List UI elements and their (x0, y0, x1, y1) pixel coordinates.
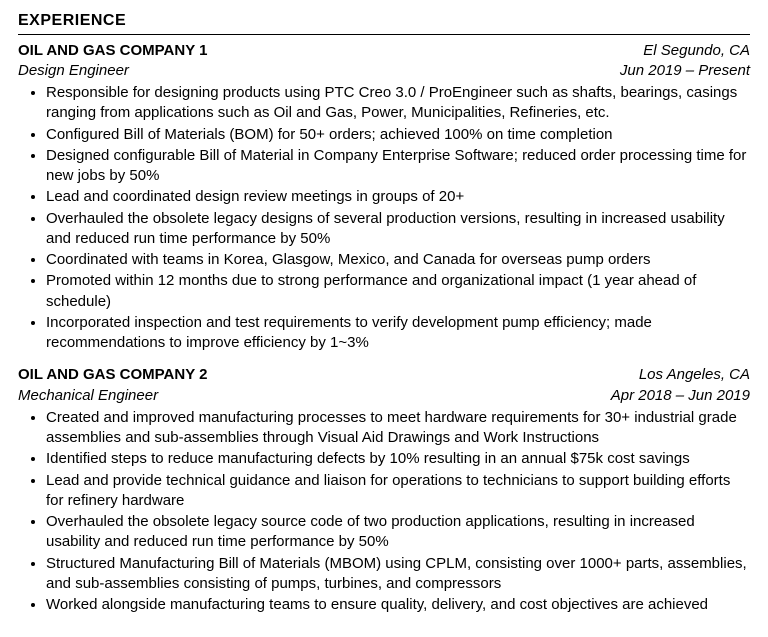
company-name: OIL AND GAS COMPANY 2 (18, 365, 207, 385)
job-header-row: OIL AND GAS COMPANY 1 El Segundo, CA (18, 41, 750, 61)
bullet-item: Identified steps to reduce manufacturing… (46, 449, 750, 469)
job-dates: Apr 2018 – Jun 2019 (611, 386, 750, 406)
job-subheader-row: Design Engineer Jun 2019 – Present (18, 61, 750, 81)
bullet-item: Incorporated inspection and test require… (46, 313, 750, 354)
bullet-item: Coordinated with teams in Korea, Glasgow… (46, 250, 750, 270)
bullet-item: Overhauled the obsolete legacy source co… (46, 512, 750, 553)
job-header-row: OIL AND GAS COMPANY 2 Los Angeles, CA (18, 365, 750, 385)
bullet-item: Responsible for designing products using… (46, 83, 750, 124)
bullet-list: Created and improved manufacturing proce… (46, 408, 750, 616)
job-block: OIL AND GAS COMPANY 1 El Segundo, CA Des… (18, 41, 750, 354)
bullet-list: Responsible for designing products using… (46, 83, 750, 353)
bullet-item: Worked alongside manufacturing teams to … (46, 595, 750, 615)
job-block: OIL AND GAS COMPANY 2 Los Angeles, CA Me… (18, 365, 750, 615)
bullet-item: Designed configurable Bill of Material i… (46, 146, 750, 187)
bullet-item: Lead and coordinated design review meeti… (46, 187, 750, 207)
job-location: Los Angeles, CA (639, 365, 750, 385)
job-subheader-row: Mechanical Engineer Apr 2018 – Jun 2019 (18, 386, 750, 406)
bullet-item: Lead and provide technical guidance and … (46, 471, 750, 512)
bullet-item: Created and improved manufacturing proce… (46, 408, 750, 449)
job-title: Design Engineer (18, 61, 129, 81)
bullet-item: Structured Manufacturing Bill of Materia… (46, 554, 750, 595)
bullet-item: Overhauled the obsolete legacy designs o… (46, 209, 750, 250)
job-location: El Segundo, CA (643, 41, 750, 61)
job-title: Mechanical Engineer (18, 386, 158, 406)
bullet-item: Configured Bill of Materials (BOM) for 5… (46, 125, 750, 145)
company-name: OIL AND GAS COMPANY 1 (18, 41, 207, 61)
job-dates: Jun 2019 – Present (620, 61, 750, 81)
section-heading: EXPERIENCE (18, 10, 750, 35)
bullet-item: Promoted within 12 months due to strong … (46, 271, 750, 312)
